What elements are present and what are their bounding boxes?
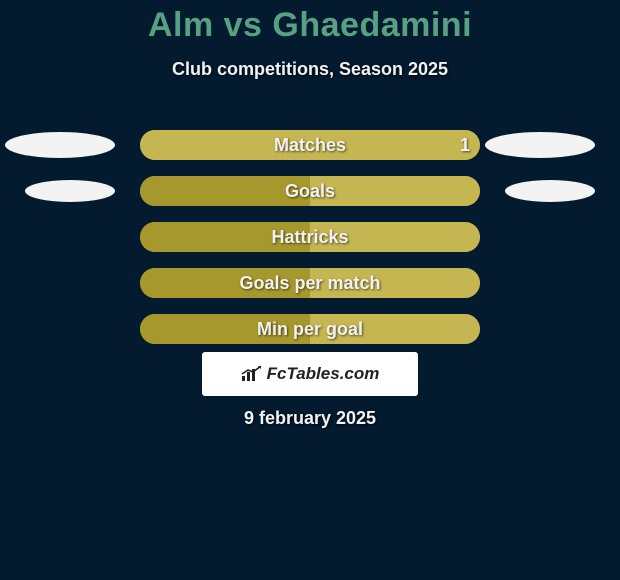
stat-row: Hattricks xyxy=(0,214,620,260)
stat-row: Min per goal xyxy=(0,306,620,352)
stat-bar-right xyxy=(310,222,480,252)
date-label: 9 february 2025 xyxy=(0,408,620,429)
stat-bar-right xyxy=(310,268,480,298)
stat-bar-left xyxy=(140,268,310,298)
stat-bar-left xyxy=(140,314,310,344)
logo-box: FcTables.com xyxy=(202,352,418,396)
player-ellipse-left xyxy=(25,180,115,202)
stat-bar-right xyxy=(310,314,480,344)
subtitle: Club competitions, Season 2025 xyxy=(0,59,620,80)
stat-bar-left xyxy=(140,222,310,252)
stat-bar-right xyxy=(310,176,480,206)
player-ellipse-right xyxy=(485,132,595,158)
stat-bar: Matches1 xyxy=(140,130,480,160)
stat-bar: Goals per match xyxy=(140,268,480,298)
stat-row: Goals xyxy=(0,168,620,214)
stat-bar-left xyxy=(140,176,310,206)
stat-rows: Matches1 Goals Hattricks Goals per match Min… xyxy=(0,122,620,352)
stat-row: Goals per match xyxy=(0,260,620,306)
page-title: Alm vs Ghaedamini xyxy=(0,0,620,45)
stat-value-right: 1 xyxy=(460,130,470,160)
stat-bar: Goals xyxy=(140,176,480,206)
player-ellipse-right xyxy=(505,180,595,202)
player-ellipse-left xyxy=(5,132,115,158)
stat-bar: Min per goal xyxy=(140,314,480,344)
chart-icon xyxy=(241,366,263,382)
stat-row: Matches1 xyxy=(0,122,620,168)
comparison-infographic: Alm vs Ghaedamini Club competitions, Sea… xyxy=(0,0,620,580)
stat-bar: Hattricks xyxy=(140,222,480,252)
stat-bar-right xyxy=(140,130,480,160)
logo-text: FcTables.com xyxy=(267,364,380,384)
